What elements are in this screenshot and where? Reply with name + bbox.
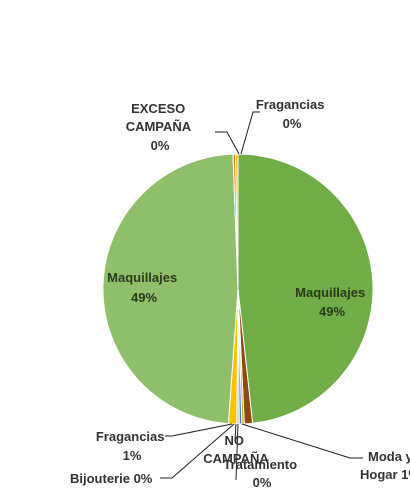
leader-moda-hogar <box>241 423 363 459</box>
data-label-exceso-campana: EXCESO CAMPAÑA 0% <box>126 101 195 153</box>
leader-lines <box>160 111 363 481</box>
leader-fragancias-1 <box>165 423 233 437</box>
leader-fragancias-top <box>240 111 260 155</box>
pie-slice-maquillajes-0 <box>237 153 374 424</box>
leader-exceso-campana <box>215 131 240 155</box>
pie-slice-fragancias-8 <box>234 153 239 290</box>
data-label-fragancias-bottom: Fragancias 1% <box>96 429 168 463</box>
pie-slice-maquillajes-6 <box>102 153 239 425</box>
data-label-moda-hogar: Moda y Hogar 1% <box>360 449 410 482</box>
leader-no-campana <box>234 423 237 441</box>
data-label-tratamiento: Tratamiento 0% <box>223 457 300 490</box>
data-label-maquillajes-left: Maquillajes 49% <box>107 270 181 305</box>
data-label-fragancias-top: Fragancias 0% <box>256 97 328 131</box>
leader-bijouterie <box>160 423 235 479</box>
data-label-maquillajes-right: Maquillajes 49% <box>295 285 369 319</box>
data-label-no-campana: NO CAMPAÑA <box>203 433 269 466</box>
pie-slices <box>102 153 374 425</box>
data-label-bijouterie: Bijouterie 0% <box>70 471 153 486</box>
leader-tratamiento <box>235 423 239 481</box>
